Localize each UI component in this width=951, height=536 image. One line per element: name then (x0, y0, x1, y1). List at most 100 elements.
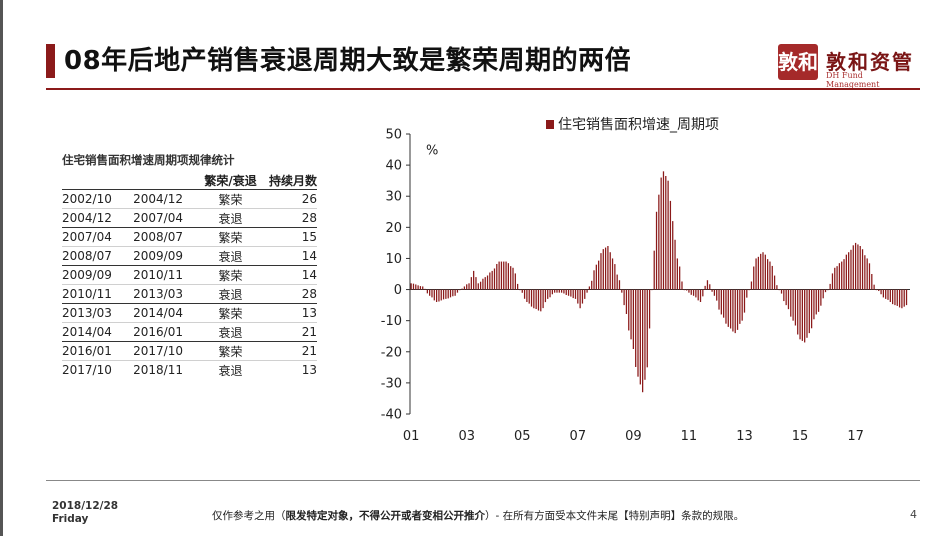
bar (852, 245, 854, 290)
bar (778, 289, 780, 291)
bar (449, 289, 452, 298)
bar (760, 253, 762, 290)
row-end-date: 2014/04 (133, 303, 201, 323)
logo-seal: 敦和 (778, 44, 818, 80)
bar (764, 254, 766, 290)
row-start-date: 2008/07 (62, 246, 134, 266)
bar (563, 289, 565, 294)
row-end-date: 2007/04 (133, 208, 201, 228)
bar (558, 289, 560, 293)
bar (695, 289, 697, 298)
bar (644, 289, 646, 380)
bar (871, 274, 873, 290)
bar (808, 289, 810, 334)
row-months: 21 (260, 322, 317, 342)
bar (426, 289, 428, 294)
row-start-date: 2007/04 (62, 227, 134, 247)
bar (736, 289, 739, 330)
table-row: 2010/11 2013/03 衰退 28 (62, 284, 317, 304)
bar (709, 284, 711, 290)
bar (646, 289, 648, 368)
bar (556, 289, 558, 293)
bar (466, 284, 468, 290)
bar (493, 268, 496, 290)
bar (491, 270, 493, 290)
row-months: 26 (260, 189, 317, 209)
table-row: 2013/03 2014/04 繁荣 13 (62, 303, 317, 323)
y-tick-label: -20 (381, 345, 402, 360)
bar (593, 270, 595, 290)
bar (750, 281, 753, 290)
row-months: 21 (260, 341, 317, 361)
y-tick-label: 50 (385, 128, 402, 143)
bar (882, 289, 885, 298)
bar (459, 289, 461, 291)
footer-note-bold: 限发特定对象，不得公开或者变相公开推介 (285, 510, 486, 522)
row-months: 13 (301, 363, 317, 377)
bar (824, 289, 827, 293)
y-tick-label: -40 (381, 408, 402, 423)
bar (611, 258, 614, 290)
x-tick-label: 11 (681, 429, 698, 444)
bar (790, 289, 792, 317)
bar (507, 263, 510, 290)
bar (422, 286, 424, 290)
bar (595, 264, 597, 290)
row-months: 28 (260, 208, 317, 228)
bar (681, 281, 683, 290)
table-header-start (62, 171, 134, 190)
bar (898, 289, 901, 308)
y-tick-label: 40 (385, 159, 402, 174)
bar (658, 194, 660, 290)
bar (706, 280, 709, 290)
bar (838, 263, 841, 290)
bar (435, 289, 438, 302)
footer-date: 2018/12/28 (52, 500, 119, 512)
row-phase: 繁荣 (200, 265, 261, 285)
bar (452, 289, 454, 297)
row-months: 14 (260, 246, 317, 266)
bar (454, 289, 456, 296)
slide-left-edge (0, 0, 3, 536)
x-tick-label: 09 (625, 429, 642, 444)
bar (806, 289, 808, 338)
bar (572, 289, 574, 299)
bar (813, 289, 815, 320)
bar (875, 289, 878, 291)
bar (621, 289, 623, 293)
row-end-date: 2010/11 (133, 265, 201, 285)
footer-weekday: Friday (52, 513, 89, 525)
bar (456, 289, 459, 293)
bar (794, 289, 797, 326)
bar (577, 289, 579, 304)
y-tick-label: 20 (385, 221, 402, 236)
table-header-phase: 繁荣/衰退 (200, 171, 261, 190)
y-tick-label: 10 (385, 252, 402, 267)
cycle-chart: 50 40 30 20 10 0 -10 -20 -30 -40% 01 03 05 07 09 11 13 15… (360, 112, 920, 456)
bar (797, 289, 799, 335)
row-phase: 衰退 (200, 208, 261, 228)
bar (866, 258, 868, 290)
bar (711, 289, 713, 292)
bar (461, 288, 463, 290)
bar (685, 289, 688, 291)
page-number: 4 (910, 508, 917, 521)
cycle-stats-table-panel: 住宅销售面积增速周期项规律统计 繁荣/衰退 持续月数 2002/10 2004/1… (62, 152, 317, 379)
bar (500, 261, 503, 290)
bar (850, 249, 852, 290)
bar (859, 246, 861, 290)
bar (713, 289, 716, 296)
row-phase: 衰退 (200, 322, 261, 342)
bar (720, 289, 722, 315)
bar (505, 261, 507, 290)
bar (431, 289, 433, 298)
bar (635, 289, 637, 367)
x-tick-label: 01 (403, 429, 420, 444)
bar (723, 289, 725, 318)
bar (410, 283, 412, 290)
bar (718, 289, 720, 310)
bar (433, 289, 435, 301)
row-start-date: 2016/01 (62, 341, 134, 361)
bar (540, 289, 542, 312)
table-row: 2017/10 2018/11 衰退 13 (62, 361, 317, 380)
